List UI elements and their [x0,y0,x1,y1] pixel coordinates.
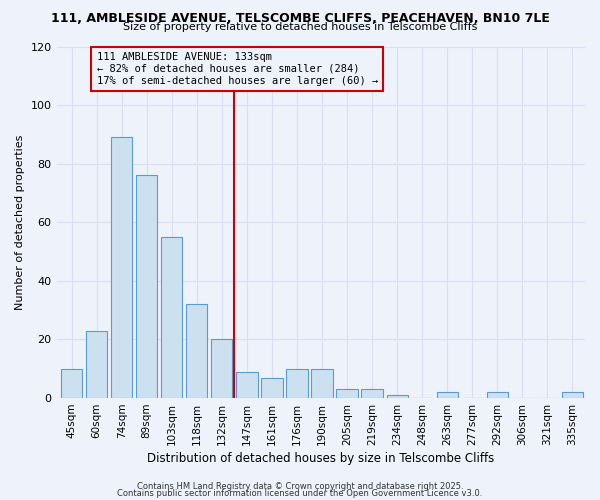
Bar [186,304,208,398]
Text: Contains HM Land Registry data © Crown copyright and database right 2025.: Contains HM Land Registry data © Crown c… [137,482,463,491]
Bar [437,392,458,398]
Bar [361,390,383,398]
Bar [211,340,232,398]
Text: Contains public sector information licensed under the Open Government Licence v3: Contains public sector information licen… [118,489,482,498]
Bar [286,369,308,398]
Bar [61,369,82,398]
Bar [487,392,508,398]
Text: 111 AMBLESIDE AVENUE: 133sqm
← 82% of detached houses are smaller (284)
17% of s: 111 AMBLESIDE AVENUE: 133sqm ← 82% of de… [97,52,378,86]
Y-axis label: Number of detached properties: Number of detached properties [15,134,25,310]
Bar [261,378,283,398]
Bar [136,176,157,398]
Bar [86,330,107,398]
Bar [236,372,257,398]
Bar [311,369,332,398]
Bar [337,390,358,398]
X-axis label: Distribution of detached houses by size in Telscombe Cliffs: Distribution of detached houses by size … [147,452,494,465]
Bar [161,237,182,398]
Bar [562,392,583,398]
Bar [111,138,133,398]
Text: Size of property relative to detached houses in Telscombe Cliffs: Size of property relative to detached ho… [123,22,477,32]
Bar [386,395,408,398]
Text: 111, AMBLESIDE AVENUE, TELSCOMBE CLIFFS, PEACEHAVEN, BN10 7LE: 111, AMBLESIDE AVENUE, TELSCOMBE CLIFFS,… [50,12,550,26]
